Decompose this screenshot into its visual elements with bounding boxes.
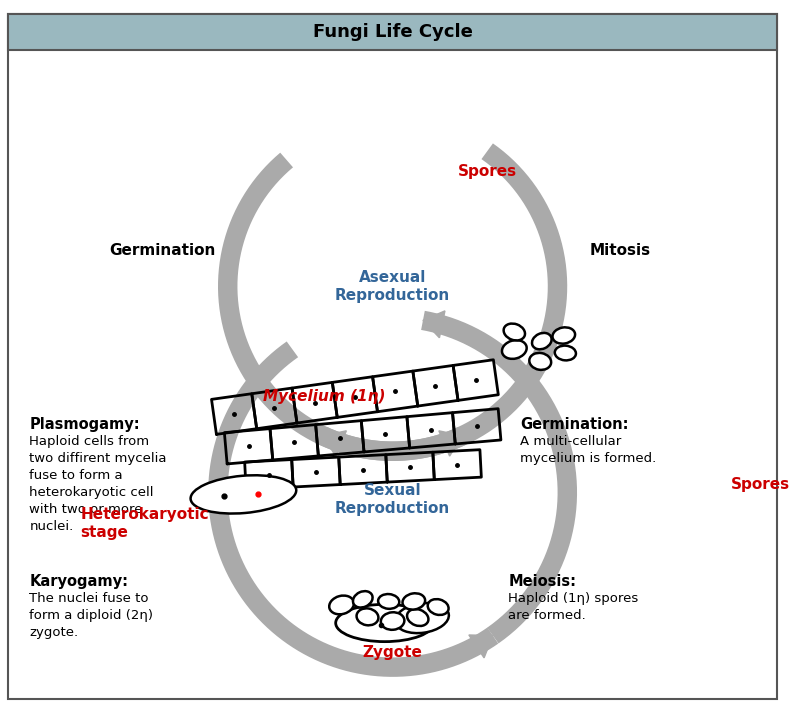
Ellipse shape [428,599,449,615]
Ellipse shape [530,353,551,370]
Polygon shape [423,311,445,338]
Text: Spores: Spores [458,164,518,179]
Ellipse shape [407,609,429,626]
Ellipse shape [395,603,449,633]
Ellipse shape [553,327,575,344]
Text: Karyogamy:: Karyogamy: [30,574,129,589]
Text: Germination: Germination [109,242,215,257]
Text: Meiosis:: Meiosis: [509,574,577,589]
Text: Asexual
Reproduction: Asexual Reproduction [335,270,450,302]
Text: A multi-cellular
mycelium is formed.: A multi-cellular mycelium is formed. [520,434,657,465]
Text: Germination:: Germination: [520,417,629,432]
Ellipse shape [353,591,373,607]
Text: The nuclei fuse to
form a diploid (2η)
zygote.: The nuclei fuse to form a diploid (2η) z… [30,592,154,639]
Bar [8,14,778,50]
Ellipse shape [504,324,525,340]
Ellipse shape [336,605,434,642]
Text: Sexual
Reproduction: Sexual Reproduction [335,483,450,515]
Text: Haploid cells from
two diffirent mycelia
fuse to form a
heterokaryotic cell
with: Haploid cells from two diffirent mycelia… [30,434,167,533]
Ellipse shape [532,333,552,349]
Ellipse shape [502,340,526,359]
Text: Fungi Life Cycle: Fungi Life Cycle [313,23,473,41]
Ellipse shape [402,593,425,610]
Text: Haploid (1η) spores
are formed.: Haploid (1η) spores are formed. [509,592,638,622]
Ellipse shape [554,346,576,360]
Polygon shape [323,431,346,456]
Polygon shape [439,431,462,456]
Ellipse shape [190,476,296,513]
Text: Heterokaryotic
stage: Heterokaryotic stage [81,507,209,540]
Text: Mycelium (1η): Mycelium (1η) [262,389,385,404]
Text: Zygote: Zygote [362,645,422,660]
Text: Mitosis: Mitosis [590,242,651,257]
Ellipse shape [330,595,354,615]
Ellipse shape [378,594,399,609]
Polygon shape [203,487,230,508]
Text: Spores: Spores [731,477,790,492]
Ellipse shape [381,612,404,630]
Polygon shape [469,635,493,658]
Ellipse shape [357,608,378,625]
Text: Plasmogamy:: Plasmogamy: [30,417,140,432]
